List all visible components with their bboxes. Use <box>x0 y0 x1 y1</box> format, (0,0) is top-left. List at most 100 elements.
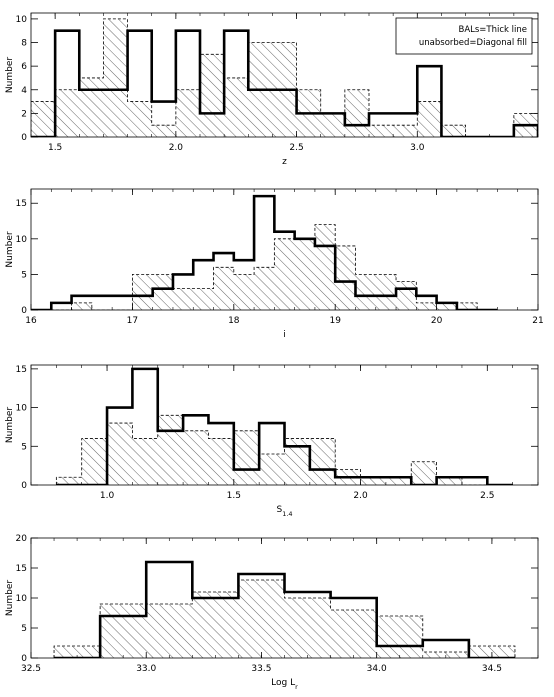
x-tick-label: 17 <box>127 316 138 326</box>
y-tick-label: 15 <box>16 199 27 209</box>
unabsorbed-bar-6 <box>208 438 234 485</box>
plot-area <box>55 367 513 485</box>
unabsorbed-bar-4 <box>157 415 184 485</box>
unabsorbed-outline <box>53 579 516 658</box>
unabsorbed-bar-0 <box>31 101 56 137</box>
y-axis-label: Number <box>5 580 15 616</box>
unabsorbed-bar-15 <box>335 245 356 310</box>
panel-z: 1.5 2.0 2.5 3.0 0 2 4 6 8 10 z Number BALs=Thick lin… <box>5 12 539 167</box>
unabsorbed-bar-10 <box>233 274 255 310</box>
unabsorbed-bar-13 <box>385 477 412 485</box>
unabsorbed-bar-15 <box>436 477 462 485</box>
y-tick-label: 0 <box>21 306 27 316</box>
unabsorbed-bar-12 <box>360 477 386 485</box>
unabsorbed-outline <box>31 18 538 137</box>
x-tick-label: 1.5 <box>48 143 62 153</box>
y-tick-label: 5 <box>21 624 27 634</box>
unabsorbed-bar-15 <box>393 125 418 137</box>
unabsorbed-bar-2 <box>107 423 133 485</box>
plot-frame <box>30 188 539 311</box>
unabsorbed-bar-3 <box>192 592 239 658</box>
unabsorbed-bar-10 <box>309 438 336 485</box>
y-tick-label: 15 <box>16 564 27 574</box>
y-tick-label: 0 <box>21 133 27 143</box>
x-axis-label-subscript: r <box>295 683 298 691</box>
plot-frame <box>30 12 539 138</box>
x-tick-label: 33.5 <box>251 664 271 674</box>
unabsorbed-bar-1 <box>100 604 147 658</box>
unabsorbed-bar-12 <box>274 238 295 310</box>
unabsorbed-bar-5 <box>132 274 153 310</box>
x-tick-label: 2.5 <box>289 143 303 153</box>
x-axis-label: i <box>283 330 286 340</box>
panel-LogLr: 32.5 33.0 33.5 34.0 34.5 0 5 10 15 20 Log Lr Number <box>5 534 539 691</box>
unabsorbed-bar-14 <box>369 125 394 137</box>
unabsorbed-bar-17 <box>441 125 466 137</box>
y-tick-label: 4 <box>21 86 27 96</box>
x-axis-label: Log Lr <box>271 678 298 691</box>
legend-entry: unabsorbed=Diagonal fill <box>419 38 527 48</box>
y-tick-label: 0 <box>21 481 27 491</box>
unabsorbed-bar-16 <box>355 274 376 310</box>
y-tick-label: 6 <box>21 62 27 72</box>
bal-histogram-line <box>54 560 515 658</box>
x-tick-label: 1.0 <box>100 491 115 501</box>
y-tick-label: 10 <box>16 15 28 25</box>
x-tick-label: 3.0 <box>410 143 425 153</box>
x-tick-label: 1.5 <box>227 491 241 501</box>
unabsorbed-bar-2 <box>71 302 92 310</box>
plot-area <box>53 560 516 658</box>
y-tick-label: 5 <box>21 270 27 280</box>
y-tick-label: 10 <box>16 594 28 604</box>
unabsorbed-bar-14 <box>411 461 437 485</box>
unabsorbed-bar-1 <box>81 438 108 485</box>
panel-S14: 1.0 1.5 2.0 2.5 0 5 10 15 S1.4 Number <box>5 364 539 518</box>
bal-histogram-line <box>31 194 498 310</box>
x-axis-label: S1.4 <box>276 505 292 518</box>
unabsorbed-bar-2 <box>79 77 104 137</box>
y-tick-label: 0 <box>21 654 27 664</box>
x-tick-label: 2.5 <box>480 491 494 501</box>
x-tick-label: 34.5 <box>482 664 502 674</box>
unabsorbed-bar-9 <box>213 267 234 310</box>
unabsorbed-bar-21 <box>456 302 478 310</box>
unabsorbed-bar-20 <box>436 302 457 310</box>
unabsorbed-bar-19 <box>416 302 437 310</box>
y-tick-label: 10 <box>16 404 28 414</box>
y-axis-label: Number <box>5 231 15 267</box>
unabsorbed-bar-18 <box>396 281 417 310</box>
unabsorbed-bar-14 <box>314 224 336 310</box>
unabsorbed-bar-3 <box>132 438 158 485</box>
bal-histogram-line <box>31 29 538 137</box>
y-axis-label: Number <box>5 407 15 443</box>
x-axis-label: z <box>282 157 287 167</box>
plot-area <box>31 194 498 310</box>
x-tick-label: 2.0 <box>353 491 368 501</box>
unabsorbed-bar-13 <box>294 238 315 310</box>
unabsorbed-bar-7 <box>172 288 194 310</box>
unabsorbed-bar-7 <box>376 616 423 658</box>
y-tick-label: 15 <box>16 365 27 375</box>
y-tick-label: 5 <box>21 442 27 452</box>
x-axis-label-subscript: 1.4 <box>282 510 292 518</box>
x-tick-label: 18 <box>228 316 240 326</box>
unabsorbed-bar-7 <box>233 430 260 485</box>
x-tick-label: 20 <box>431 316 443 326</box>
y-axis-label: Number <box>5 57 15 93</box>
unabsorbed-bar-0 <box>54 646 101 658</box>
unabsorbed-bar-5 <box>151 125 176 137</box>
bal-histogram-line <box>56 367 513 485</box>
unabsorbed-bar-6 <box>152 274 173 310</box>
x-tick-label: 16 <box>25 316 37 326</box>
x-tick-label: 33.0 <box>136 664 156 674</box>
unabsorbed-bar-6 <box>175 89 200 137</box>
unabsorbed-bar-5 <box>284 598 331 658</box>
unabsorbed-bar-4 <box>238 580 285 658</box>
unabsorbed-bar-16 <box>417 101 442 137</box>
unabsorbed-bar-13 <box>344 89 369 137</box>
unabsorbed-bar-12 <box>320 113 345 137</box>
unabsorbed-bar-2 <box>146 604 193 658</box>
y-tick-label: 8 <box>21 39 27 49</box>
